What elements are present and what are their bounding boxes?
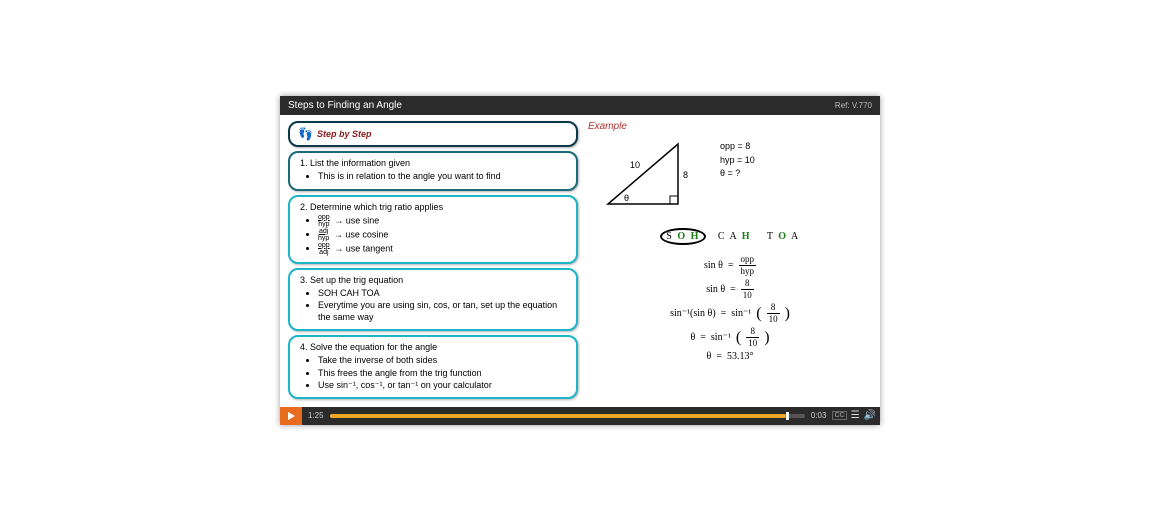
step-header-label: Step by Step: [317, 128, 372, 140]
eq-3: sin⁻¹(sin θ) = sin⁻¹(810): [588, 303, 872, 324]
title-bar: Steps to Finding an Angle Ref: V.770: [280, 96, 880, 115]
reference-code: Ref: V.770: [835, 101, 872, 110]
play-button[interactable]: [280, 407, 302, 425]
play-icon: [288, 412, 295, 420]
given-opp: opp = 8: [720, 140, 755, 154]
given-theta: θ = ?: [720, 167, 755, 181]
soh-circled: S O H: [660, 228, 706, 245]
step-2-title: 2. Determine which trig ratio applies: [300, 201, 568, 213]
footsteps-icon: 👣: [298, 126, 313, 142]
ratio-sine: opphyp → use sine: [318, 214, 568, 228]
tri-theta-label: θ: [624, 193, 629, 203]
given-hyp: hyp = 10: [720, 154, 755, 168]
sohcahtoa: S O H C A H T O A: [588, 228, 872, 245]
steps-column: 👣 Step by Step 1. List the information g…: [288, 121, 578, 399]
given-values: opp = 8 hyp = 10 θ = ?: [720, 140, 755, 181]
video-player: Steps to Finding an Angle Ref: V.770 👣 S…: [280, 96, 880, 425]
step-3-title: 3. Set up the trig equation: [300, 274, 568, 286]
menu-icon[interactable]: ☰: [851, 410, 860, 421]
equations: sin θ = opphyp sin θ = 810 sin⁻¹(sin θ) …: [588, 255, 872, 362]
step-4-card: 4. Solve the equation for the angle Take…: [288, 335, 578, 399]
tri-hyp-label: 10: [630, 160, 640, 170]
step-header-card: 👣 Step by Step: [288, 121, 578, 147]
triangle-row: 10 8 θ opp = 8 hyp = 10 θ = ?: [588, 134, 872, 214]
example-label: Example: [588, 121, 872, 132]
lesson-title: Steps to Finding an Angle: [288, 100, 402, 111]
step-3-b1: SOH CAH TOA: [318, 287, 568, 299]
step-4-title: 4. Solve the equation for the angle: [300, 341, 568, 353]
step-3-card: 3. Set up the trig equation SOH CAH TOA …: [288, 268, 578, 332]
eq-2: sin θ = 810: [588, 279, 872, 300]
volume-icon[interactable]: 🔊: [864, 410, 876, 421]
triangle-diagram: 10 8 θ: [588, 134, 698, 214]
slide-content: 👣 Step by Step 1. List the information g…: [280, 115, 880, 407]
player-controls: 1:25 0:03 CC ☰ 🔊: [280, 407, 880, 425]
remaining-time: 0:03: [811, 411, 827, 420]
step-1-bullet: This is in relation to the angle you wan…: [318, 170, 568, 182]
step-4-b2: This frees the angle from the trig funct…: [318, 367, 568, 379]
cc-button[interactable]: CC: [832, 411, 846, 420]
seek-knob[interactable]: [786, 412, 789, 420]
eq-1: sin θ = opphyp: [588, 255, 872, 276]
step-2-card: 2. Determine which trig ratio applies op…: [288, 195, 578, 264]
step-3-b2: Everytime you are using sin, cos, or tan…: [318, 299, 568, 323]
ratio-cosine: adjhyp → use cosine: [318, 228, 568, 242]
step-4-b3: Use sin⁻¹, cos⁻¹, or tan⁻¹ on your calcu…: [318, 379, 568, 391]
eq-4: θ = sin⁻¹(810): [588, 327, 872, 348]
step-1-title: 1. List the information given: [300, 157, 568, 169]
step-1-card: 1. List the information given This is in…: [288, 151, 578, 190]
ratio-tangent: oppadj → use tangent: [318, 242, 568, 256]
tri-opp-label: 8: [683, 170, 688, 180]
right-controls: CC ☰ 🔊: [832, 410, 876, 421]
seek-fill: [330, 414, 786, 418]
example-column: Example 10 8 θ opp = 8 hyp = 10 θ = ? S: [588, 121, 872, 399]
seek-bar[interactable]: [330, 414, 805, 418]
step-4-b1: Take the inverse of both sides: [318, 354, 568, 366]
elapsed-time: 1:25: [308, 411, 324, 420]
eq-5: θ = 53.13°: [588, 351, 872, 362]
